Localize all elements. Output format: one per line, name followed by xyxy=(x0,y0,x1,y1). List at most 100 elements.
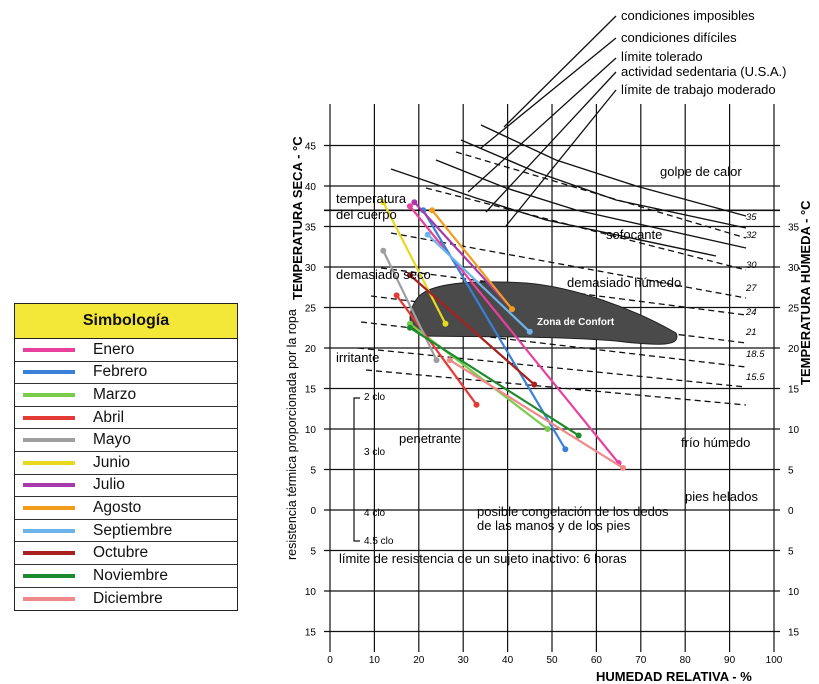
legend-swatch xyxy=(23,573,75,578)
tick-labels: 0 10 20 30 40 50 60 70 80 90 100454035302520151050… xyxy=(305,142,800,667)
series-point-end-diciembre xyxy=(620,464,627,471)
legend-label: Octubre xyxy=(93,544,149,562)
series-point-start-diciembre xyxy=(446,357,453,364)
legend-item-diciembre: Diciembre xyxy=(15,588,237,611)
series-point-start-septiembre xyxy=(424,231,431,238)
psychrometric-chart: 0 10 20 30 40 50 60 70 80 90 100454035302520151050… xyxy=(285,8,811,684)
y-tick-label-left: 40 xyxy=(305,182,317,193)
series-point-end-marzo xyxy=(544,426,551,432)
limit-curve xyxy=(480,124,747,217)
series-line-agosto xyxy=(431,209,513,310)
legend-item-octubre: Octubre xyxy=(15,542,237,565)
legend-swatch xyxy=(23,505,75,510)
y-tick-label-left: 30 xyxy=(305,263,317,274)
legend-item-julio: Julio xyxy=(15,475,237,498)
legend-swatch xyxy=(23,551,75,556)
y-tick-label-right: 25 xyxy=(788,304,800,315)
annotation-leader xyxy=(485,71,617,213)
wet-bulb-label: 30 xyxy=(746,260,757,271)
series-point-start-octubre xyxy=(406,272,413,279)
x-tick-label: 0 xyxy=(327,655,333,666)
zone-label-seco: demasiado seco xyxy=(336,267,431,282)
limit-curve xyxy=(460,139,747,229)
series-line-julio xyxy=(413,201,513,310)
series-line-abril xyxy=(395,294,478,406)
series-point-start-mayo xyxy=(380,247,387,254)
annotation-leader xyxy=(467,57,617,193)
series-point-end-febrero xyxy=(562,446,569,453)
grid xyxy=(324,104,780,652)
y-tick-label-left: 5 xyxy=(310,547,316,558)
legend-label: Mayo xyxy=(93,431,131,449)
legend-swatch xyxy=(23,347,75,352)
x-tick-label: 70 xyxy=(635,655,647,666)
legend-label: Enero xyxy=(93,340,135,358)
wet-bulb-line xyxy=(390,232,747,299)
wet-bulb-line xyxy=(455,151,747,239)
y-tick-label-left: 5 xyxy=(310,466,316,477)
legend-item-septiembre: Septiembre xyxy=(15,520,237,543)
legend-label: Septiembre xyxy=(93,521,173,539)
zone-label-temperatura: temperatura xyxy=(336,191,407,206)
clo-bracket xyxy=(353,397,360,542)
zone-label-golpe: golpe de calor xyxy=(660,164,742,179)
legend-rows: Enero Febrero Marzo Abril Mayo Junio Julio Agos… xyxy=(15,339,237,610)
wet-bulb-label: 15.5 xyxy=(746,372,765,383)
x-tick-label: 100 xyxy=(766,655,783,666)
x-tick-label: 50 xyxy=(546,655,558,666)
legend-title: Simbología xyxy=(15,304,237,339)
legend-item-junio: Junio xyxy=(15,452,237,475)
annotation-leader xyxy=(480,37,617,149)
series-line-junio xyxy=(382,201,447,325)
legend-swatch xyxy=(23,596,75,601)
legend-label: Noviembre xyxy=(93,566,168,584)
zone-label-del-cuerpo: del cuerpo xyxy=(336,207,397,222)
legend-swatch xyxy=(23,370,75,375)
series-point-end-noviembre xyxy=(575,432,582,439)
clo-label: 2 clo xyxy=(364,392,386,403)
y-tick-label-left: 0 xyxy=(310,506,316,517)
legend-label: Julio xyxy=(93,476,125,494)
zone-label-irritante: irritante xyxy=(336,350,379,365)
legend-item-mayo: Mayo xyxy=(15,429,237,452)
wet-bulb-line xyxy=(425,187,747,271)
zone-label-helados: pies helados xyxy=(685,489,758,504)
zone-label-congelacion-2: de las manos y de los pies xyxy=(477,518,631,533)
y-tick-label-right: 15 xyxy=(788,385,800,396)
series-line-noviembre xyxy=(409,326,580,437)
y-tick-label-left: 15 xyxy=(305,385,317,396)
y-tick-label-left: 35 xyxy=(305,223,317,234)
y-tick-label-right: 15 xyxy=(788,628,800,639)
x-axis-label: HUMEDAD RELATIVA - % xyxy=(596,669,752,684)
zone-label-sofocante: sofocante xyxy=(606,227,662,242)
y-axis-label-right: TEMPERATURA HÚMEDA - °C xyxy=(798,200,811,385)
y-tick-label-right: 30 xyxy=(788,263,800,274)
series-line-enero xyxy=(409,205,620,464)
annotation-tolerado: límite tolerado xyxy=(621,49,703,64)
wet-bulb-label: 21 xyxy=(745,327,757,338)
y-tick-label-right: 20 xyxy=(788,344,800,355)
legend-item-marzo: Marzo xyxy=(15,384,237,407)
series-line-diciembre xyxy=(449,359,624,469)
series-point-start-enero xyxy=(406,203,413,210)
legend-label: Abril xyxy=(93,408,125,426)
y-tick-label-left: 20 xyxy=(305,344,317,355)
series-point-start-junio xyxy=(380,199,387,206)
series-point-start-noviembre xyxy=(406,324,413,331)
clo-label: 4.5 clo xyxy=(364,536,394,547)
y-tick-label-right: 0 xyxy=(788,506,794,517)
x-tick-label: 90 xyxy=(724,655,736,666)
legend-swatch xyxy=(23,483,75,488)
wet-bulb-label: 24 xyxy=(745,307,757,318)
wet-bulb-line xyxy=(357,347,747,388)
annotation-moderado: límite de trabajo moderado xyxy=(621,82,776,97)
zone-label-frio: frío húmedo xyxy=(681,435,750,450)
legend-label: Marzo xyxy=(93,385,137,403)
y-tick-label-right: 5 xyxy=(788,547,794,558)
y-tick-label-right: 10 xyxy=(788,587,800,598)
legend-label: Agosto xyxy=(93,498,142,516)
x-tick-label: 80 xyxy=(680,655,692,666)
y-tick-label-left: 10 xyxy=(305,587,317,598)
legend-item-abril: Abril xyxy=(15,407,237,430)
wet-bulb-label: 35 xyxy=(746,212,757,223)
